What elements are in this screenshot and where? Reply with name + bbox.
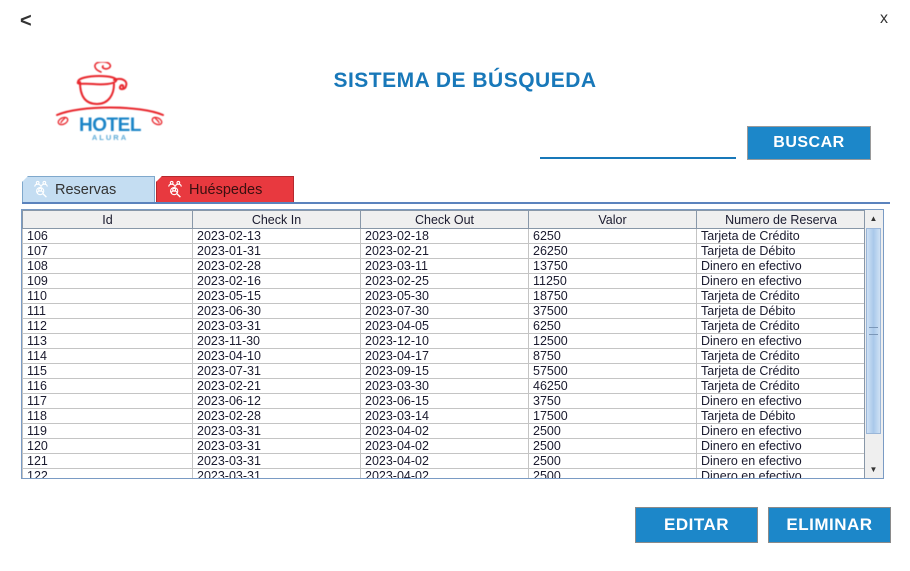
svg-text:ALURA: ALURA [92,133,128,142]
